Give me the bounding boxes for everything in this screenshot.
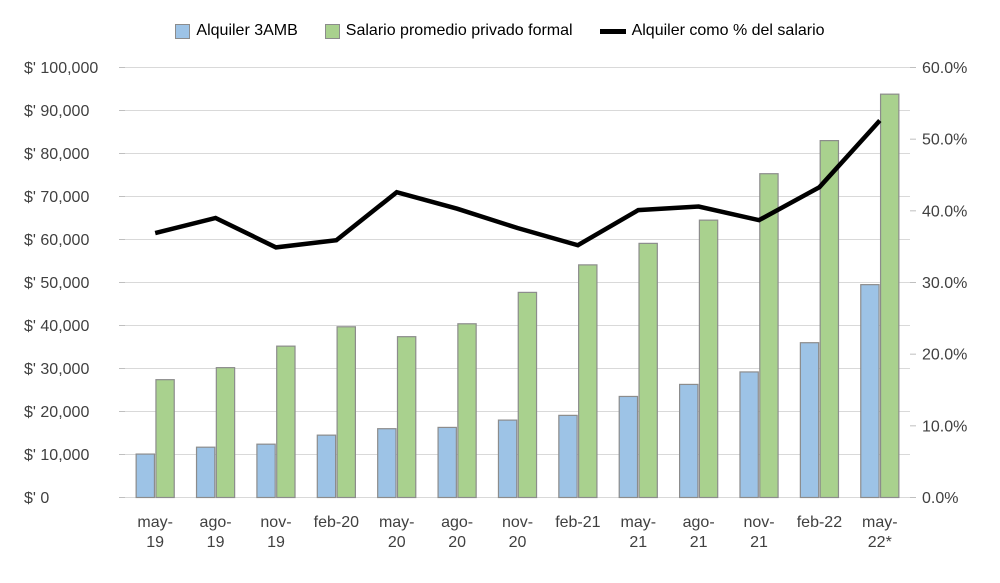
bar-salario-feb-20 xyxy=(336,326,356,499)
bar-salario-ago-20 xyxy=(457,323,477,499)
legend-swatch-line xyxy=(599,28,626,34)
left-axis-tick-label: $' 100,000 xyxy=(24,60,98,77)
right-axis-tick-label: 50.0% xyxy=(922,132,967,149)
legend-label-salario: Salario promedio privado formal xyxy=(345,22,573,39)
x-axis-category-label: may-20 xyxy=(379,514,415,551)
x-axis-category-label: nov-19 xyxy=(260,514,291,551)
right-axis-tick-label: 40.0% xyxy=(922,203,967,220)
bar-alquiler-feb-20 xyxy=(316,434,337,499)
x-axis-category-label: may-19 xyxy=(137,514,173,551)
right-axis-tick-label: 20.0% xyxy=(922,347,967,364)
legend-item-alquiler: Alquiler 3AMB xyxy=(175,22,298,40)
bar-salario-ago-19 xyxy=(215,367,236,499)
left-axis-tick-label: $' 10,000 xyxy=(24,447,89,464)
right-axis-tick-label: 0.0% xyxy=(922,490,958,507)
bar-alquiler-nov-19 xyxy=(256,443,276,499)
bar-alquiler-ago-21 xyxy=(679,383,699,499)
bar-salario-nov-21 xyxy=(759,173,779,499)
x-axis-category-label: ago-21 xyxy=(683,514,715,551)
legend-label-porcentaje: Alquiler como % del salario xyxy=(631,22,825,39)
left-axis-tick-label: $' 40,000 xyxy=(24,318,89,335)
bar-alquiler-may-22* xyxy=(860,284,880,499)
bar-alquiler-feb-21 xyxy=(558,414,578,499)
x-axis-category-label: ago-19 xyxy=(200,514,232,551)
bar-salario-may-19 xyxy=(155,379,175,499)
bar-salario-feb-21 xyxy=(578,264,598,499)
bar-salario-may-21 xyxy=(638,242,658,499)
legend-label-alquiler: Alquiler 3AMB xyxy=(196,22,298,39)
bar-alquiler-nov-21 xyxy=(739,371,759,499)
bar-salario-feb-22 xyxy=(819,140,840,499)
chart-legend: Alquiler 3AMB Salario promedio privado f… xyxy=(0,22,1000,40)
bar-salario-may-22* xyxy=(879,93,900,499)
legend-item-porcentaje: Alquiler como % del salario xyxy=(599,22,825,40)
left-axis-tick-label: $' 60,000 xyxy=(24,232,89,249)
x-axis-category-label: nov-21 xyxy=(743,514,774,551)
left-axis-tick-label: $' 0 xyxy=(24,490,49,507)
right-axis-tick-label: 60.0% xyxy=(922,60,967,77)
right-axis-tick-label: 10.0% xyxy=(922,418,967,435)
left-axis-tick-label: $' 90,000 xyxy=(24,103,89,120)
x-axis-category-label: feb-21 xyxy=(555,514,600,531)
right-axis-tick-label: 30.0% xyxy=(922,275,967,292)
bar-salario-ago-21 xyxy=(698,219,719,499)
bar-alquiler-feb-22 xyxy=(799,342,820,499)
bar-alquiler-may-20 xyxy=(377,428,397,499)
x-axis-category-label: may-21 xyxy=(620,514,656,551)
bar-alquiler-ago-19 xyxy=(195,446,216,499)
x-axis-category-label: feb-20 xyxy=(314,514,359,531)
left-axis-tick-label: $' 50,000 xyxy=(24,275,89,292)
bar-salario-nov-20 xyxy=(517,291,538,499)
bar-alquiler-may-21 xyxy=(618,395,639,499)
legend-item-salario: Salario promedio privado formal xyxy=(324,22,573,40)
bar-alquiler-ago-20 xyxy=(437,426,457,499)
left-axis-tick-label: $' 30,000 xyxy=(24,361,89,378)
bar-alquiler-may-19 xyxy=(135,453,156,499)
x-axis-category-label: ago-20 xyxy=(441,514,473,551)
x-axis-category-label: nov-20 xyxy=(502,514,533,551)
left-axis-tick-label: $' 70,000 xyxy=(24,189,89,206)
x-axis-category-label: feb-22 xyxy=(797,514,842,531)
legend-swatch-salario xyxy=(324,23,340,39)
x-axis-category-label: may-22* xyxy=(862,514,898,551)
bar-salario-nov-19 xyxy=(276,345,296,499)
percentage-line xyxy=(154,119,882,250)
bar-salario-may-20 xyxy=(396,336,417,499)
left-axis-tick-label: $' 80,000 xyxy=(24,146,89,163)
bar-alquiler-nov-20 xyxy=(497,419,518,499)
legend-swatch-alquiler xyxy=(175,23,191,39)
left-axis-tick-label: $' 20,000 xyxy=(24,404,89,421)
